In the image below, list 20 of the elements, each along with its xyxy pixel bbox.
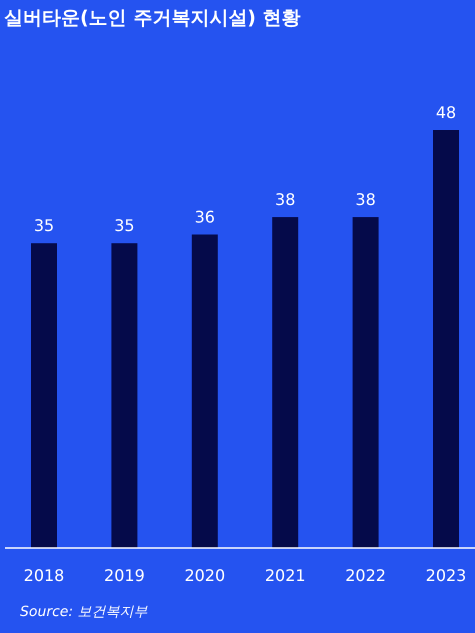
data-label: 35 xyxy=(114,216,135,236)
x-tick-label: 2020 xyxy=(184,566,226,585)
data-label: 48 xyxy=(436,103,456,122)
bar xyxy=(272,217,298,548)
x-tick-label: 2018 xyxy=(24,566,64,585)
x-tick-label: 2023 xyxy=(426,566,466,585)
data-label: 35 xyxy=(34,216,54,236)
bar xyxy=(111,243,138,548)
bar xyxy=(352,217,379,548)
data-label: 36 xyxy=(194,208,215,226)
data-label: 38 xyxy=(355,190,376,210)
bar xyxy=(31,243,57,548)
bar xyxy=(192,234,218,548)
data-label: 38 xyxy=(275,190,296,210)
chart-title: 실버타운(노인 주거복지시설) 현황 xyxy=(4,7,301,29)
bar xyxy=(433,130,459,548)
x-tick-label: 2022 xyxy=(345,566,386,585)
source-note: Source: 보건복지부 xyxy=(20,604,149,620)
x-tick-label: 2019 xyxy=(104,566,145,585)
x-tick-label: 2021 xyxy=(264,566,306,585)
